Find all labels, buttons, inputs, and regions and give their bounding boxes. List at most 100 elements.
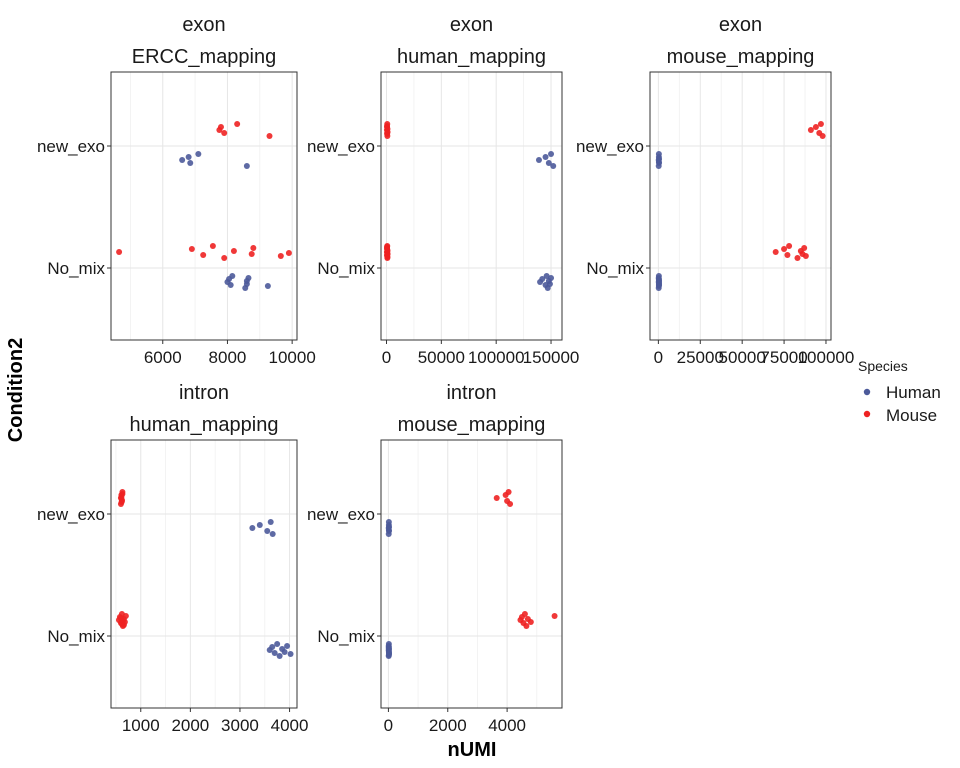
data-point-mouse xyxy=(384,131,391,137)
data-point-human xyxy=(287,651,294,657)
facet-strip-label-bottom: mouse_mapping xyxy=(667,46,815,68)
data-point-human xyxy=(274,641,281,647)
data-point-human xyxy=(229,273,236,279)
data-point-human xyxy=(546,281,553,287)
y-tick-label: new_exo xyxy=(37,137,105,156)
data-point-mouse xyxy=(521,611,528,617)
data-point-mouse xyxy=(794,255,801,261)
panel-0: 6000 8000 10000 new_exo No_mix exon ERCC_mappi… xyxy=(37,14,316,367)
x-tick-label: 50000 xyxy=(418,348,465,367)
data-point-human xyxy=(264,283,271,289)
data-point-human xyxy=(655,159,662,165)
x-tick-label: 0 xyxy=(384,716,393,735)
data-point-mouse xyxy=(802,253,809,259)
panel-border xyxy=(110,71,298,341)
data-point-mouse xyxy=(248,251,255,257)
x-tick-label: 6000 xyxy=(144,348,182,367)
panel-background xyxy=(381,72,562,340)
data-point-human xyxy=(243,281,250,287)
data-point-mouse xyxy=(527,619,534,625)
data-point-mouse xyxy=(493,495,500,501)
facet-strip-label-bottom: human_mapping xyxy=(397,46,546,68)
x-tick-label: 100000 xyxy=(468,348,525,367)
data-point-human xyxy=(267,519,274,525)
y-tick-label: new_exo xyxy=(37,505,105,524)
facet-strip-label-top: exon xyxy=(182,14,225,36)
y-tick-label: new_exo xyxy=(307,505,375,524)
facet-strip-label-bottom: human_mapping xyxy=(130,414,279,436)
data-point-mouse xyxy=(118,499,125,505)
data-point-mouse xyxy=(116,249,123,255)
data-point-mouse xyxy=(117,615,124,621)
data-point-human xyxy=(264,528,271,534)
panel-background xyxy=(650,72,831,340)
data-point-human xyxy=(269,644,276,650)
legend-label-human: Human xyxy=(886,383,941,402)
data-point-mouse xyxy=(384,244,391,250)
panel-4: 0 2000 4000 new_exo No_mix intron mouse_mappin… xyxy=(307,382,563,735)
panel-background xyxy=(111,72,297,340)
data-point-human xyxy=(256,522,263,528)
data-point-mouse xyxy=(119,491,126,497)
x-tick-label: 0 xyxy=(382,348,391,367)
legend-key-human xyxy=(863,388,871,396)
data-point-human xyxy=(227,282,234,288)
data-point-human xyxy=(539,276,546,282)
data-point-human xyxy=(281,649,288,655)
data-point-human xyxy=(655,151,662,157)
x-axis-title: nUMI xyxy=(448,739,497,761)
y-axis-title: Condition2 xyxy=(5,338,27,442)
data-point-mouse xyxy=(122,613,129,619)
panel-background xyxy=(381,440,562,708)
x-tick-label: 50000 xyxy=(719,348,766,367)
x-tick-label: 4000 xyxy=(488,716,526,735)
data-point-mouse xyxy=(781,246,788,252)
data-point-human xyxy=(548,275,555,281)
facet-strip-label-top: exon xyxy=(719,14,762,36)
x-tick-label: 4000 xyxy=(271,716,309,735)
facet-strip-label-bottom: ERCC_mapping xyxy=(132,46,277,68)
panel-border xyxy=(649,71,832,341)
x-tick-label: 1000 xyxy=(122,716,160,735)
data-point-human xyxy=(187,160,194,166)
data-point-mouse xyxy=(507,501,514,507)
x-tick-label: 0 xyxy=(654,348,663,367)
data-point-mouse xyxy=(772,249,779,255)
data-point-mouse xyxy=(285,250,292,256)
x-tick-label: 75000 xyxy=(760,348,807,367)
data-point-human xyxy=(185,154,192,160)
panel-border xyxy=(380,71,563,341)
data-point-human xyxy=(545,160,552,166)
data-point-human xyxy=(548,151,555,157)
data-point-mouse xyxy=(551,613,558,619)
data-point-mouse xyxy=(786,243,793,249)
data-point-mouse xyxy=(200,252,207,258)
data-point-human xyxy=(195,151,202,157)
data-point-human xyxy=(385,519,392,525)
data-point-mouse xyxy=(505,489,512,495)
x-tick-label: 10000 xyxy=(269,348,316,367)
legend-key-mouse xyxy=(863,410,871,418)
data-point-mouse xyxy=(384,123,391,129)
facet-strip-label-top: intron xyxy=(179,382,229,404)
data-point-mouse xyxy=(250,245,257,251)
y-tick-label: No_mix xyxy=(586,259,644,278)
data-point-mouse xyxy=(523,623,530,629)
y-tick-label: new_exo xyxy=(307,137,375,156)
y-tick-label: No_mix xyxy=(317,627,375,646)
data-point-mouse xyxy=(266,133,273,139)
x-tick-label: 3000 xyxy=(221,716,259,735)
data-point-mouse xyxy=(217,124,224,130)
data-point-mouse xyxy=(209,243,216,249)
x-tick-label: 2000 xyxy=(429,716,467,735)
data-point-human xyxy=(385,645,392,651)
data-point-mouse xyxy=(221,130,228,136)
legend-label-mouse: Mouse xyxy=(886,406,937,425)
panel-border xyxy=(380,439,563,709)
data-point-human xyxy=(385,652,392,658)
data-point-human xyxy=(284,643,291,649)
data-point-mouse xyxy=(812,124,819,130)
